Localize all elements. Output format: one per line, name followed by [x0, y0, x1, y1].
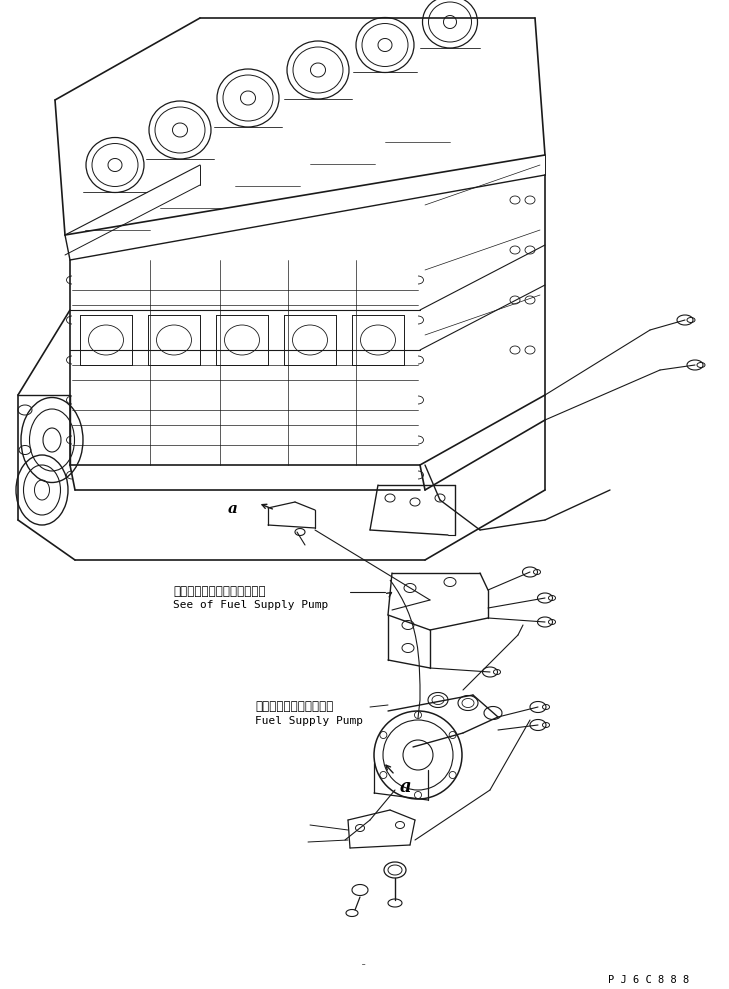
Text: Fuel Supply Pump: Fuel Supply Pump — [255, 716, 363, 726]
Text: a: a — [400, 778, 412, 796]
Text: See of Fuel Supply Pump: See of Fuel Supply Pump — [173, 600, 328, 610]
Text: P J 6 C 8 8 8: P J 6 C 8 8 8 — [608, 975, 689, 985]
Text: -: - — [360, 958, 367, 971]
Text: フェエルサプライボンプ: フェエルサプライボンプ — [255, 700, 333, 713]
Text: a: a — [228, 502, 238, 516]
Text: フェエルサプライボンプ参照: フェエルサプライボンプ参照 — [173, 585, 265, 598]
